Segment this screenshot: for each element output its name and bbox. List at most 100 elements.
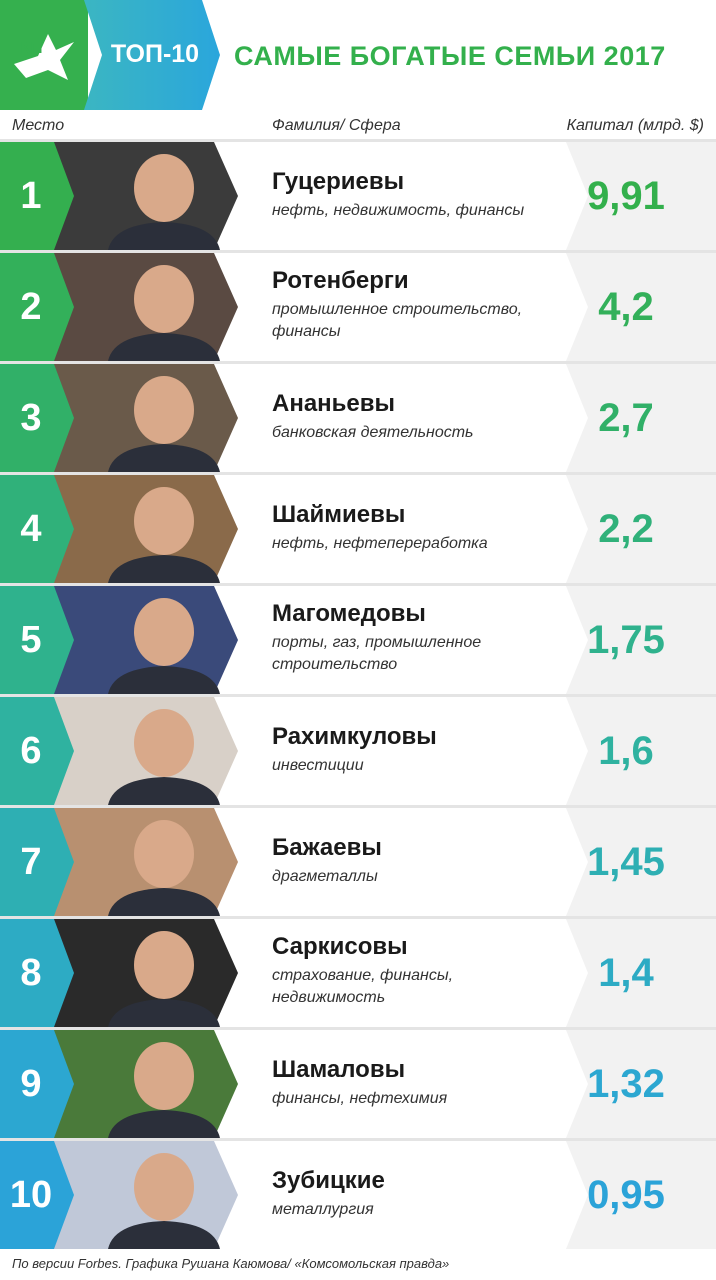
family-name: Зубицкие <box>272 1167 385 1194</box>
value-background <box>566 919 716 1027</box>
rank-number: 2 <box>20 286 42 328</box>
family-sphere: металлургия <box>272 1201 374 1218</box>
rank-chevron <box>0 1030 78 1138</box>
family-name: Шаймиевы <box>272 501 406 528</box>
family-name: Саркисовы <box>272 933 408 960</box>
family-sphere: финансы, нефтехимия <box>272 1090 448 1107</box>
value-background <box>566 364 716 472</box>
portrait-photo <box>54 697 238 805</box>
row-separator <box>0 472 716 475</box>
rank-chevron <box>0 919 78 1027</box>
table-row: 1 Гуцериевы нефть, недвижимость, финансы 9,… <box>0 142 716 250</box>
table-row: 9 Шамаловы финансы, нефтехимия 1,32 <box>0 1030 716 1138</box>
value-background <box>566 1030 716 1138</box>
rank-chevron <box>0 364 78 472</box>
top-label: ТОП-10 <box>110 40 200 68</box>
rank-number: 7 <box>20 841 42 883</box>
family-name: Гуцериевы <box>272 168 405 195</box>
row-separator <box>0 1027 716 1030</box>
rank-chevron <box>0 808 78 916</box>
family-sphere: банковская деятельность <box>272 424 474 441</box>
rank-chevron <box>0 697 78 805</box>
table-row: 6 Рахимкуловы инвестиции 1,6 <box>0 697 716 805</box>
capital-value: 1,45 <box>587 840 665 884</box>
rank-number: 1 <box>20 175 42 217</box>
value-background <box>566 586 716 694</box>
rank-number: 5 <box>20 619 42 661</box>
table-row: 10 Зубицкие металлургия 0,95 <box>0 1141 716 1249</box>
table-row: 4 Шаймиевы нефть, нефтепереработка 2,2 <box>0 475 716 583</box>
value-background <box>566 475 716 583</box>
rank-chevron <box>0 253 78 361</box>
capital-value: 9,91 <box>587 174 665 218</box>
rank-number: 4 <box>20 508 42 550</box>
capital-value: 1,4 <box>598 951 654 995</box>
capital-value: 2,7 <box>598 396 654 440</box>
rank-number: 9 <box>20 1063 42 1105</box>
rank-chevron <box>0 475 78 583</box>
family-sphere: драгметаллы <box>272 868 378 885</box>
row-separator <box>0 250 716 253</box>
header: КП ТОП-10 САМЫЕ БОГАТЫЕ СЕМЬИ 2017 <box>0 0 716 110</box>
row-separator <box>0 1138 716 1141</box>
row-separator <box>0 361 716 364</box>
portrait-photo <box>54 1030 238 1138</box>
table-row: 8 Саркисовы страхование, финансы, недвижим… <box>0 919 716 1027</box>
family-sphere: порты, газ, промышленное строительство <box>272 634 482 673</box>
column-header-place: Место <box>12 117 65 134</box>
family-sphere: нефть, нефтепереработка <box>272 535 488 552</box>
family-name: Ананьевы <box>272 390 396 417</box>
column-header-capital: Капитал (млрд. $) <box>566 117 704 134</box>
rank-chevron <box>0 586 78 694</box>
portrait-photo <box>54 142 238 250</box>
bird-logo-icon <box>14 34 74 80</box>
capital-value: 4,2 <box>598 285 654 329</box>
capital-value: 1,75 <box>587 618 665 662</box>
family-name: Бажаевы <box>272 834 382 861</box>
top-label-banner <box>84 0 220 110</box>
portrait-photo <box>54 808 238 916</box>
row-separator <box>0 139 716 142</box>
value-background <box>566 808 716 916</box>
rank-chevron <box>0 1141 78 1249</box>
family-sphere: нефть, недвижимость, финансы <box>272 202 525 219</box>
column-header-name-sphere: Фамилия/ Сфера <box>272 117 401 134</box>
family-name: Ротенберги <box>272 267 409 294</box>
row-separator <box>0 805 716 808</box>
portrait-photo <box>54 253 238 361</box>
row-separator <box>0 694 716 697</box>
rank-number: 8 <box>20 952 42 994</box>
rank-number: 6 <box>20 730 42 772</box>
footer-credit: По версии Forbes. Графика Рушана Каюмова… <box>12 1256 450 1271</box>
family-name: Рахимкуловы <box>272 723 437 750</box>
table-row: 7 Бажаевы драгметаллы 1,45 <box>0 808 716 916</box>
logo-text: КП <box>20 38 68 68</box>
page-title: САМЫЕ БОГАТЫЕ СЕМЬИ 2017 <box>234 41 666 71</box>
value-background <box>566 142 716 250</box>
row-separator <box>0 916 716 919</box>
capital-value: 1,6 <box>598 729 654 773</box>
value-background <box>566 1141 716 1249</box>
portrait-photo <box>54 1141 238 1249</box>
capital-value: 1,32 <box>587 1062 665 1106</box>
row-separator <box>0 583 716 586</box>
logo-letters: КП <box>20 38 43 57</box>
table-row: 2 Ротенберги промышленное строительство, ф… <box>0 253 716 361</box>
table-row: 5 Магомедовы порты, газ, промышленное стро… <box>0 586 716 694</box>
portrait-photo <box>54 475 238 583</box>
capital-value: 2,2 <box>598 507 654 551</box>
family-sphere: инвестиции <box>272 757 364 774</box>
rank-number: 3 <box>20 397 42 439</box>
capital-value: 0,95 <box>587 1173 665 1217</box>
value-background <box>566 253 716 361</box>
value-background <box>566 697 716 805</box>
family-name: Магомедовы <box>272 600 426 627</box>
portrait-photo <box>54 364 238 472</box>
portrait-photo <box>54 586 238 694</box>
rank-chevron <box>0 142 78 250</box>
portrait-photo <box>54 919 238 1027</box>
family-sphere: страхование, финансы, недвижимость <box>272 967 454 1006</box>
family-sphere: промышленное строительство, финансы <box>272 301 523 340</box>
rank-number: 10 <box>9 1174 53 1216</box>
family-name: Шамаловы <box>272 1056 406 1083</box>
